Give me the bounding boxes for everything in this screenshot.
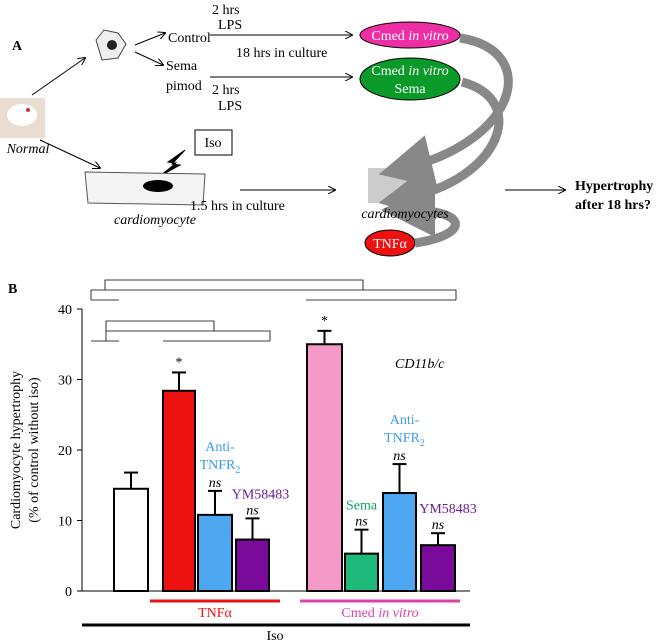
panel-b-static [90, 279, 457, 342]
bar-label: TNFR2 [200, 458, 241, 476]
text: in vitro [408, 29, 448, 44]
sema-label: Sema [166, 59, 198, 74]
panel-label: A [12, 39, 23, 54]
bar [420, 544, 456, 592]
group-label: in vitro [378, 606, 418, 621]
bar-label: TNFR [200, 458, 236, 473]
significance-star: * [321, 314, 328, 329]
normal-label: Normal [6, 142, 50, 157]
bar-label: Anti- [205, 440, 235, 455]
control-label: Control [168, 31, 211, 46]
y-tick-label: 10 [58, 515, 72, 530]
curved-arrows [378, 33, 513, 248]
ns-label: ns [246, 503, 259, 518]
tnfa-label: TNFα [373, 237, 407, 252]
bar [197, 513, 233, 592]
culture-label: 18 hrs in culture [236, 46, 327, 61]
ns-label: ns [355, 515, 368, 530]
y-axis-label: (% of control without iso) [27, 377, 42, 523]
iso-label: Iso [204, 136, 221, 151]
y-tick-label: 30 [58, 374, 72, 389]
hypertrophy-label: after 18 hrs? [575, 198, 651, 213]
cardiomyocyte-label: cardiomyocyte [114, 213, 196, 228]
lps-label: 2 hrs [212, 3, 240, 18]
bar [162, 389, 196, 592]
cardiomyocytes-label: cardiomyocytes [361, 207, 449, 222]
text: Cmed [371, 64, 408, 79]
ns-label: ns [393, 449, 406, 464]
lps-label: 2 hrs [212, 83, 240, 98]
cmed-label: Cmed in vitro [371, 29, 448, 44]
group-label: Iso [266, 629, 283, 643]
bar-label: TNFR2 [384, 431, 425, 449]
text: in vitro [408, 64, 448, 79]
lps-label: LPS [218, 99, 242, 114]
bar-label: 2 [420, 438, 425, 449]
panel-b: B Cardiomyocyte hypertrophy (% of control … [8, 282, 477, 643]
bar [344, 552, 379, 593]
sema-label: pimod [166, 79, 202, 94]
ns-label: ns [432, 518, 445, 533]
group-label: TNFα [198, 606, 232, 621]
culture-label: 1.5 hrs in culture [190, 199, 285, 214]
bar [235, 538, 270, 592]
panel-label: B [8, 282, 17, 297]
y-tick-label: 0 [65, 585, 72, 600]
bar-label: TNFR [384, 431, 420, 446]
panel-a-text: A 2 hrs LPS Control Sema pimod 2 hrs LPS… [6, 3, 654, 252]
y-axis-label: Cardiomyocyte hypertrophy [9, 371, 24, 529]
hypertrophy-label: Hypertrophy [575, 179, 653, 194]
panel-a [0, 21, 565, 257]
bar [382, 492, 417, 593]
bar [306, 343, 343, 592]
y-axis-label: Cardiomyocyte hypertrophy (% of control w… [9, 371, 42, 529]
bar [113, 487, 149, 592]
y-tick-label: 20 [58, 444, 72, 459]
annotation: CD11b/c [395, 357, 445, 372]
bar-label: Anti- [390, 413, 420, 428]
bar-label: YM58483 [232, 487, 290, 502]
group-label: Cmed [341, 606, 378, 621]
text: Cmed [371, 29, 408, 44]
bar-label: YM58483 [419, 502, 477, 517]
y-tick-label: 40 [58, 303, 72, 318]
bar-label: Sema [346, 499, 378, 514]
ns-label: ns [209, 476, 222, 491]
sema-label: Sema [394, 82, 426, 97]
group-label: Cmed in vitro [341, 606, 418, 621]
significance-star: * [176, 355, 183, 370]
cmed-label: Cmed in vitro [371, 64, 448, 79]
bar-label: 2 [235, 465, 240, 476]
lps-label: LPS [218, 18, 242, 33]
